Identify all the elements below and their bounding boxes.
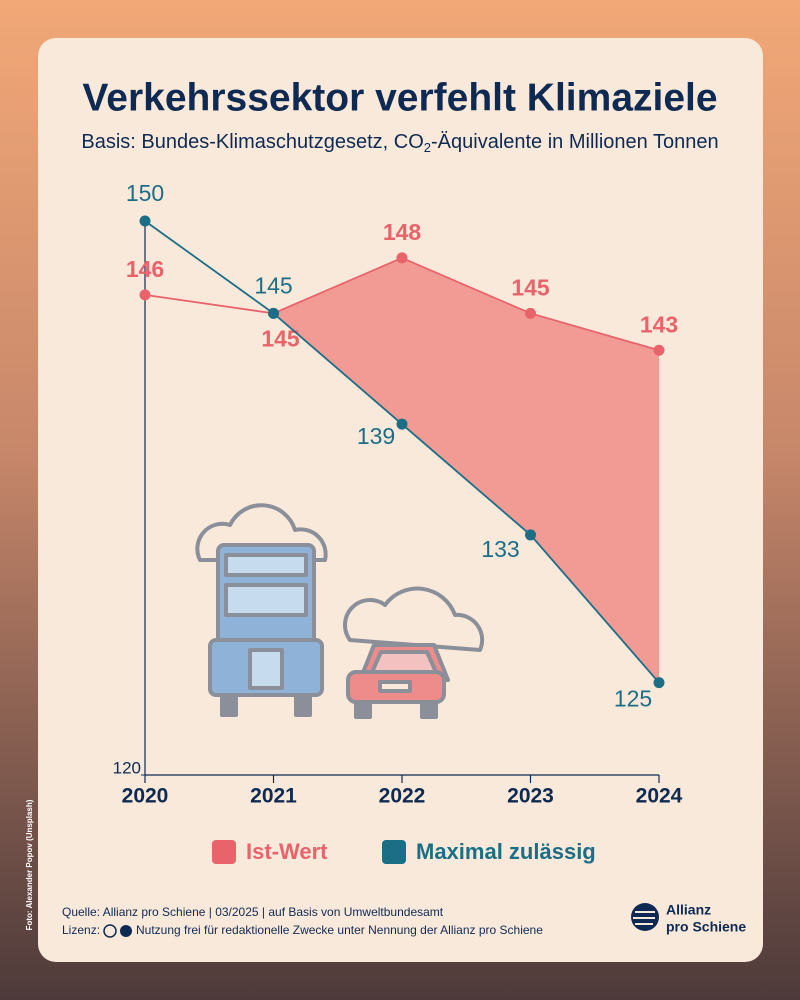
x-tick-label: 2021 xyxy=(250,785,297,808)
logo-text: Allianz xyxy=(666,902,711,918)
data-point xyxy=(653,344,665,356)
data-point xyxy=(268,307,279,319)
chart-title: Verkehrssektor verfehlt Klimaziele xyxy=(82,76,717,119)
data-label: 148 xyxy=(383,219,422,245)
card xyxy=(38,38,763,962)
data-label: 150 xyxy=(126,180,164,206)
legend-swatch xyxy=(382,840,406,864)
x-tick-label: 2020 xyxy=(122,785,169,808)
by-icon xyxy=(120,925,132,937)
data-label: 145 xyxy=(511,274,550,300)
cc-icon xyxy=(103,924,117,938)
legend-label: Ist-Wert xyxy=(246,839,328,864)
data-label: 139 xyxy=(357,423,395,449)
data-point xyxy=(525,529,536,541)
subtitle-part: -Äquivalente in Millionen Tonnen xyxy=(431,131,719,153)
photo-credit: Foto: Alexander Popov (Unsplash) xyxy=(25,799,34,930)
x-tick-label: 2023 xyxy=(507,785,554,808)
source: Quelle: Allianz pro Schiene | 03/2025 | … xyxy=(62,905,444,919)
data-point xyxy=(525,307,536,319)
data-label: 143 xyxy=(640,311,678,337)
data-point xyxy=(396,252,408,264)
legend: Ist-Wert Maximal zulässig xyxy=(212,839,596,864)
data-label: 146 xyxy=(126,256,164,282)
subtitle-part: Basis: Bundes-Klimaschutzgesetz, CO xyxy=(81,131,423,153)
legend-label: Maximal zulässig xyxy=(416,839,596,864)
data-label: 133 xyxy=(481,536,519,562)
data-point xyxy=(139,215,151,227)
exceedance-area xyxy=(273,257,659,683)
legend-swatch xyxy=(212,840,236,864)
data-label: 145 xyxy=(254,272,292,298)
license-text: Nutzung frei für redaktionelle Zwecke un… xyxy=(136,923,543,937)
data-point xyxy=(653,677,665,689)
vehicle-illustration xyxy=(195,503,485,719)
y-tick-label: 120 xyxy=(113,758,141,777)
subtitle-subscript: 2 xyxy=(424,140,431,155)
x-tick-label: 2024 xyxy=(636,785,683,808)
data-point xyxy=(396,418,408,430)
logo-lines xyxy=(633,911,655,925)
data-label: 125 xyxy=(614,686,652,712)
data-label: 145 xyxy=(261,325,300,351)
chart-subtitle: Basis: Bundes-Klimaschutzgesetz, CO2-Äqu… xyxy=(81,131,718,155)
logo-text: pro Schiene xyxy=(666,919,746,935)
data-point xyxy=(139,289,151,301)
x-tick-label: 2022 xyxy=(379,785,426,808)
license-label: Lizenz: xyxy=(62,923,100,937)
